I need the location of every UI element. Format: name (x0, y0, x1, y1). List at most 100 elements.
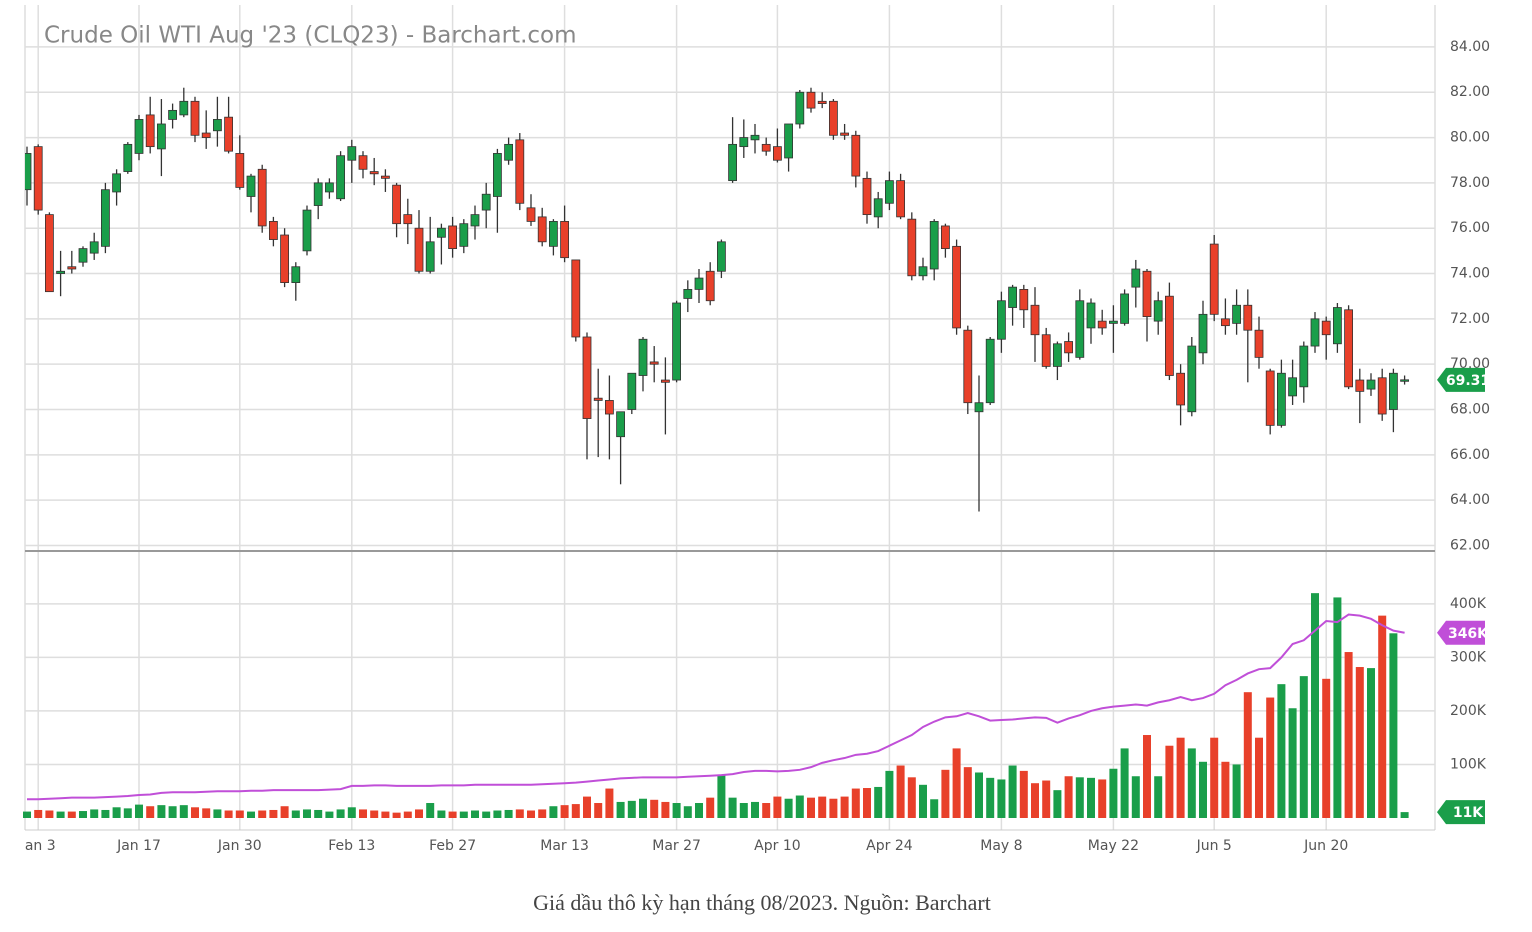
candle-body (380, 175, 390, 179)
volume-bar (605, 788, 614, 818)
candle-body (1120, 293, 1129, 324)
candle-body (1288, 377, 1297, 397)
candle-body (1321, 320, 1331, 336)
candle-body (302, 209, 312, 252)
candle-body (1165, 295, 1174, 376)
volume-bar (1008, 765, 1017, 818)
volume-bar (751, 801, 759, 818)
x-tick-label: Jun 5 (1196, 838, 1232, 854)
volume-bar (415, 809, 423, 818)
candle-body (1064, 341, 1073, 354)
candle-body (1187, 345, 1197, 413)
x-tick-label: Jan 3 (20, 838, 56, 854)
candle-body (33, 146, 43, 211)
candle-body (1366, 379, 1376, 390)
candle-body (873, 198, 883, 218)
volume-bar (280, 806, 289, 818)
candle-body (268, 221, 278, 240)
candle-body (1400, 379, 1409, 382)
candle-body (952, 245, 961, 329)
candle-body (717, 241, 726, 272)
volume-bar (997, 779, 1006, 818)
x-tick-label: Apr 24 (866, 838, 913, 854)
volume-bar (336, 809, 345, 818)
candle-body (448, 225, 458, 250)
volume-bar (123, 808, 132, 818)
last-price-tag-bg (1437, 367, 1485, 392)
volume-bar (1299, 676, 1308, 818)
x-tick-label: Apr 10 (754, 838, 800, 854)
volume-bar (325, 811, 334, 818)
y-tick-label: 62.00 (1450, 537, 1490, 553)
candle-body (25, 153, 32, 191)
candle-body (224, 116, 234, 152)
volume-bar (1400, 812, 1409, 818)
candle-body (582, 336, 592, 419)
candle-body (1153, 300, 1163, 322)
caption: Giá dầu thô kỳ hạn tháng 08/2023. Nguồn:… (533, 890, 991, 915)
label-mask (1440, 552, 1532, 564)
volume-bar (1053, 790, 1062, 818)
candle-body (179, 100, 189, 116)
chart-title: Crude Oil WTI Aug '23 (CLQ23) - Barchart… (44, 23, 577, 49)
volume-bar (426, 803, 435, 818)
volume-bar (303, 809, 311, 818)
volume-bar (963, 767, 972, 818)
volume-bar (67, 811, 76, 818)
candle-body (1277, 372, 1286, 426)
candle-body (817, 100, 827, 104)
candle-body (795, 91, 805, 125)
candle-body (101, 189, 110, 247)
volume-bar (1098, 779, 1107, 818)
volume-bar (527, 810, 535, 818)
candle-body (459, 223, 469, 247)
volume-bar (1087, 777, 1095, 818)
x-tick-label: Feb 27 (429, 838, 476, 854)
volume-bar (235, 810, 244, 818)
volume-bar (45, 810, 54, 818)
candle-body (862, 177, 872, 216)
volume-bar (213, 809, 222, 818)
volume-bar (639, 798, 647, 818)
volume-bar (1355, 667, 1364, 818)
y-tick-label: 74.00 (1450, 266, 1490, 282)
volume-bar (1344, 652, 1353, 818)
candle-body (257, 168, 267, 227)
volume-bar (762, 803, 771, 818)
candle-body (851, 134, 861, 177)
candle-body (549, 221, 558, 247)
volume-bar (594, 803, 603, 818)
candle-body (56, 270, 65, 274)
candle-body (627, 372, 637, 410)
grid (25, 5, 1435, 830)
volume-bar (784, 798, 793, 818)
candle-body (1109, 320, 1118, 324)
volume-bar (583, 796, 591, 818)
volume-bar (1031, 783, 1039, 818)
volume-bar (986, 777, 995, 818)
candle-body (436, 227, 446, 238)
candle-body (1265, 370, 1275, 426)
volume-bar (1255, 737, 1263, 818)
volume-bar (818, 796, 827, 818)
volume-bar (627, 800, 636, 818)
candle-body (661, 379, 670, 383)
volume-bar (728, 797, 737, 818)
volume-bar (291, 810, 300, 818)
volume-bar (90, 809, 99, 818)
candle-body (963, 329, 973, 404)
candle-body (1131, 268, 1141, 288)
volume-bar (347, 807, 356, 818)
candle-body (112, 173, 121, 193)
candle-body (840, 132, 849, 136)
volume-bar (392, 812, 401, 818)
candle-body (45, 214, 54, 293)
candle-body (1198, 313, 1208, 354)
volume-bar (1154, 776, 1163, 818)
candle-body (918, 266, 928, 277)
volume-bar (1109, 768, 1118, 818)
volume-bar (370, 810, 379, 818)
volume-bar (23, 811, 31, 818)
candle-body (1075, 300, 1085, 358)
